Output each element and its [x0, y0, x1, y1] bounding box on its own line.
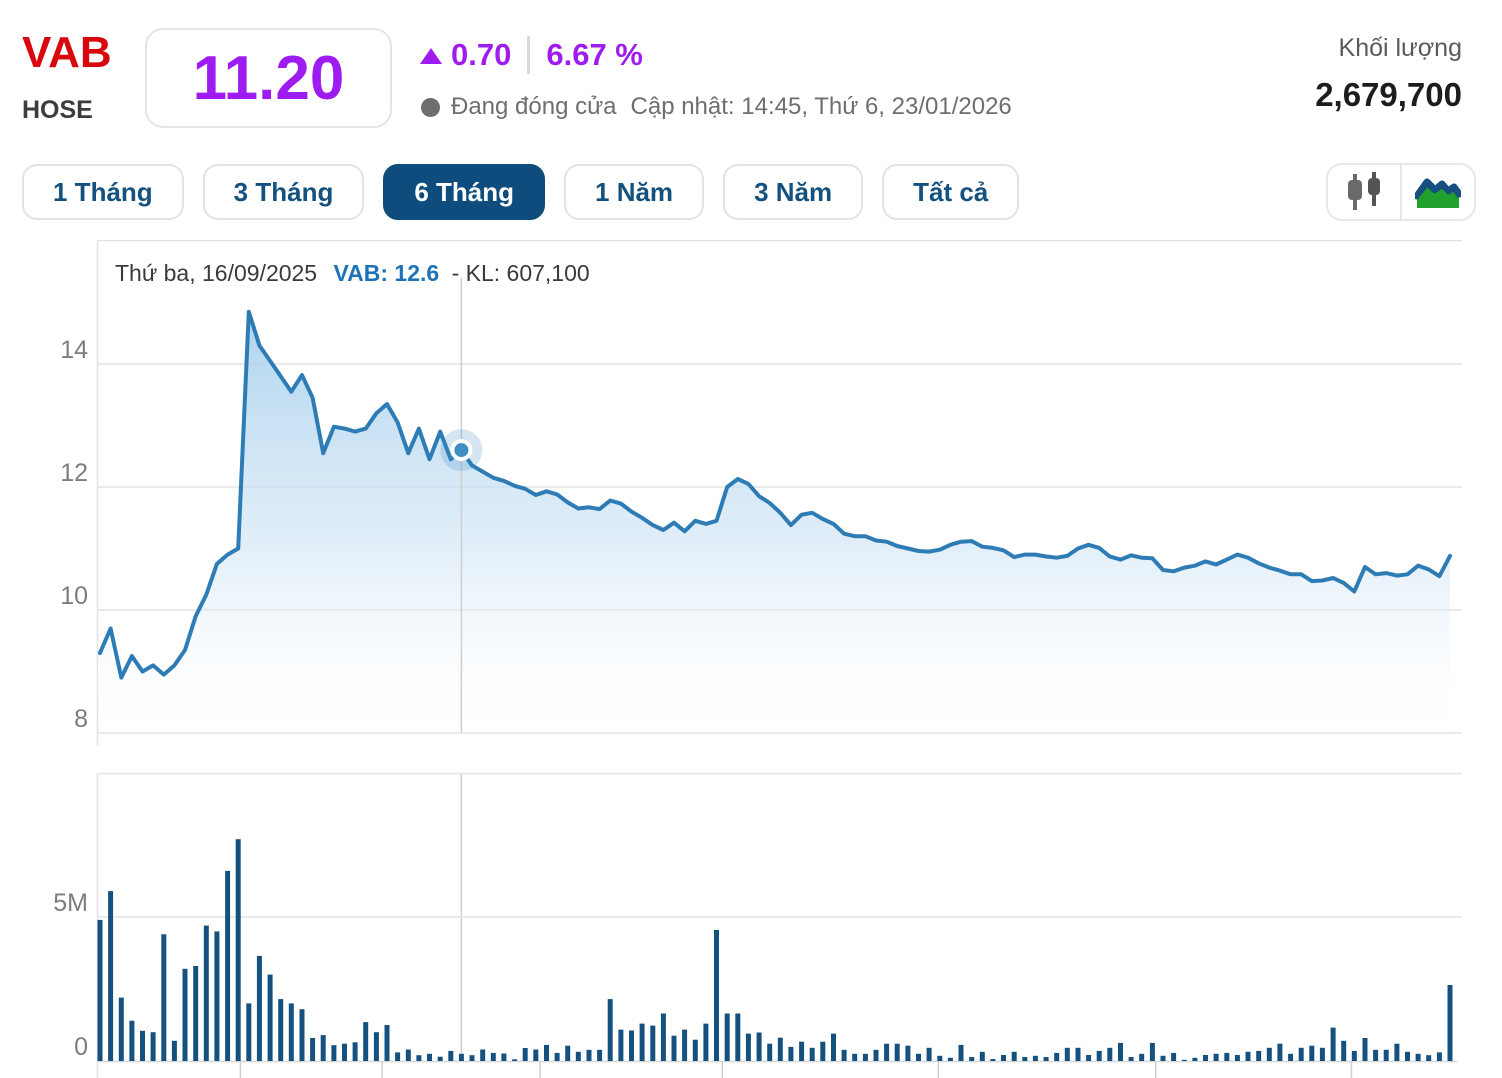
- price-volume-chart[interactable]: 8 10 12 14 5M 0: [0, 239, 1502, 1078]
- chart-tooltip: Thứ ba, 16/09/2025 VAB: 12.6 - KL: 607,1…: [115, 260, 590, 287]
- svg-text:10: 10: [60, 582, 88, 610]
- price-change-row: 0.70 6.67 %: [420, 36, 643, 74]
- tooltip-symbol-price: VAB: 12.6: [333, 260, 440, 286]
- volume-bars: [97, 839, 1453, 1061]
- last-updated-text: Cập nhật: 14:45, Thứ 6, 23/01/2026: [630, 93, 1012, 120]
- market-status-dot-icon: [421, 97, 440, 117]
- price-change-absolute: 0.70: [451, 37, 512, 72]
- highlight-marker: [440, 429, 483, 472]
- range-button-6thang[interactable]: 6 Tháng: [383, 164, 546, 220]
- tooltip-volume: - KL: 607,100: [451, 260, 590, 286]
- volume-axis-labels: 5M 0: [53, 889, 88, 1061]
- price-area-fill: [100, 311, 1450, 745]
- price-change-percent: 6.67 %: [546, 37, 643, 72]
- chart-type-toggle: [1326, 163, 1476, 221]
- candlestick-chart-button[interactable]: [1328, 165, 1402, 219]
- volume-label: Khối lượng: [1338, 34, 1462, 62]
- current-price-box: 11.20: [145, 28, 392, 128]
- volume-value: 2,679,700: [1315, 76, 1462, 113]
- market-status-row: Đang đóng cửa Cập nhật: 14:45, Thứ 6, 23…: [421, 93, 1012, 121]
- x-axis-ticks: [239, 1061, 1353, 1078]
- market-status-text: Đang đóng cửa: [451, 93, 617, 120]
- tooltip-date: Thứ ba, 16/09/2025: [115, 260, 318, 286]
- chart-area[interactable]: 8 10 12 14 5M 0 Thứ ba, 16/09/2025 VAB: 12.6…: [0, 239, 1502, 1078]
- range-button-1thang[interactable]: 1 Tháng: [22, 164, 184, 220]
- svg-text:5M: 5M: [53, 889, 88, 917]
- range-button-3thang[interactable]: 3 Tháng: [202, 164, 365, 220]
- svg-text:14: 14: [60, 336, 88, 364]
- svg-text:12: 12: [60, 459, 88, 487]
- price-axis-labels: 8 10 12 14: [60, 336, 88, 733]
- candlestick-icon: [1348, 172, 1380, 210]
- current-price: 11.20: [192, 43, 345, 113]
- up-triangle-icon: [420, 48, 442, 64]
- volume-gridlines: [96, 772, 1462, 1078]
- area-chart-button[interactable]: [1402, 165, 1474, 219]
- range-button-tatca[interactable]: Tất cả: [882, 164, 1020, 220]
- price-line: [98, 309, 1452, 680]
- time-range-buttons: 1 Tháng 3 Tháng 6 Tháng 1 Năm 3 Năm Tất …: [22, 164, 1020, 220]
- change-divider: [527, 36, 531, 74]
- range-button-3nam[interactable]: 3 Năm: [723, 164, 864, 220]
- svg-text:0: 0: [74, 1033, 88, 1061]
- svg-text:8: 8: [74, 705, 88, 733]
- exchange-name: HOSE: [22, 96, 93, 124]
- range-button-1nam[interactable]: 1 Năm: [564, 164, 705, 220]
- stock-symbol: VAB: [22, 28, 112, 77]
- area-chart-icon: [1415, 178, 1461, 208]
